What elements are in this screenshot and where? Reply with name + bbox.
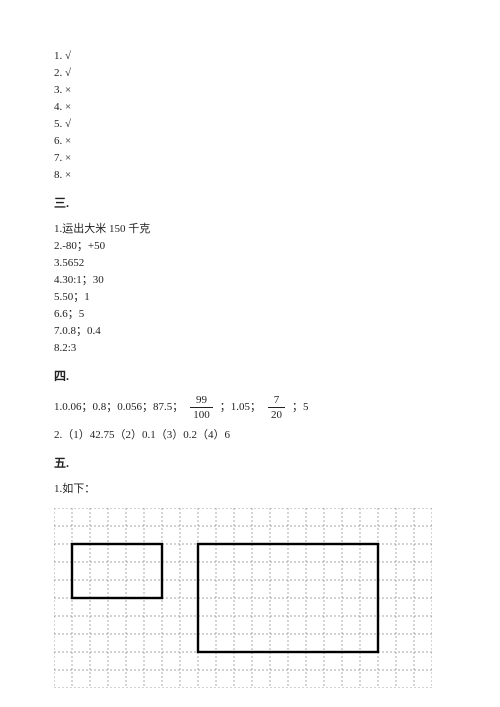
section-2-list: 1. √2. √3. ×4. ×5. √6. ×7. ×8. ×: [54, 48, 446, 184]
list-item: 8.2:3: [54, 340, 446, 357]
list-item: 4.30:1；30: [54, 272, 446, 289]
section-5-lead: 1.如下：: [54, 481, 446, 498]
list-item: 1. √: [54, 48, 446, 65]
fraction-denominator: 20: [268, 408, 285, 421]
fraction-numerator: 99: [190, 394, 213, 408]
list-item: 5.50；1: [54, 289, 446, 306]
section-3-list: 1.运出大米 150 千克2.-80；+503.56524.30:1；305.5…: [54, 221, 446, 357]
list-item: 6.6；5: [54, 306, 446, 323]
section-3-heading: 三.: [54, 194, 446, 213]
q1-mid: ；1.05；: [220, 399, 261, 416]
q1-lead: 1.0.06；0.8；0.056；87.5；: [54, 399, 183, 416]
list-item: 2. √: [54, 65, 446, 82]
section-5-heading: 五.: [54, 454, 446, 473]
section-4-q2: 2.（1）42.75（2）0.1（3）0.2（4）6: [54, 427, 446, 444]
list-item: 1.运出大米 150 千克: [54, 221, 446, 238]
list-item: 5. √: [54, 116, 446, 133]
fraction-denominator: 100: [190, 408, 213, 421]
section-4-q1: 1.0.06；0.8；0.056；87.5； 99 100 ；1.05； 7 2…: [54, 394, 446, 421]
list-item: 3. ×: [54, 82, 446, 99]
list-item: 2.-80；+50: [54, 238, 446, 255]
list-item: 6. ×: [54, 133, 446, 150]
list-item: 3.5652: [54, 255, 446, 272]
fraction-99-100: 99 100: [190, 394, 213, 421]
fraction-numerator: 7: [268, 394, 285, 408]
q1-tail: ；5: [292, 399, 309, 416]
grid-svg: [54, 508, 432, 688]
list-item: 8. ×: [54, 167, 446, 184]
list-item: 4. ×: [54, 99, 446, 116]
fraction-7-20: 7 20: [268, 394, 285, 421]
list-item: 7.0.8；0.4: [54, 323, 446, 340]
section-4-heading: 四.: [54, 367, 446, 386]
grid-figure: [54, 508, 446, 688]
list-item: 7. ×: [54, 150, 446, 167]
